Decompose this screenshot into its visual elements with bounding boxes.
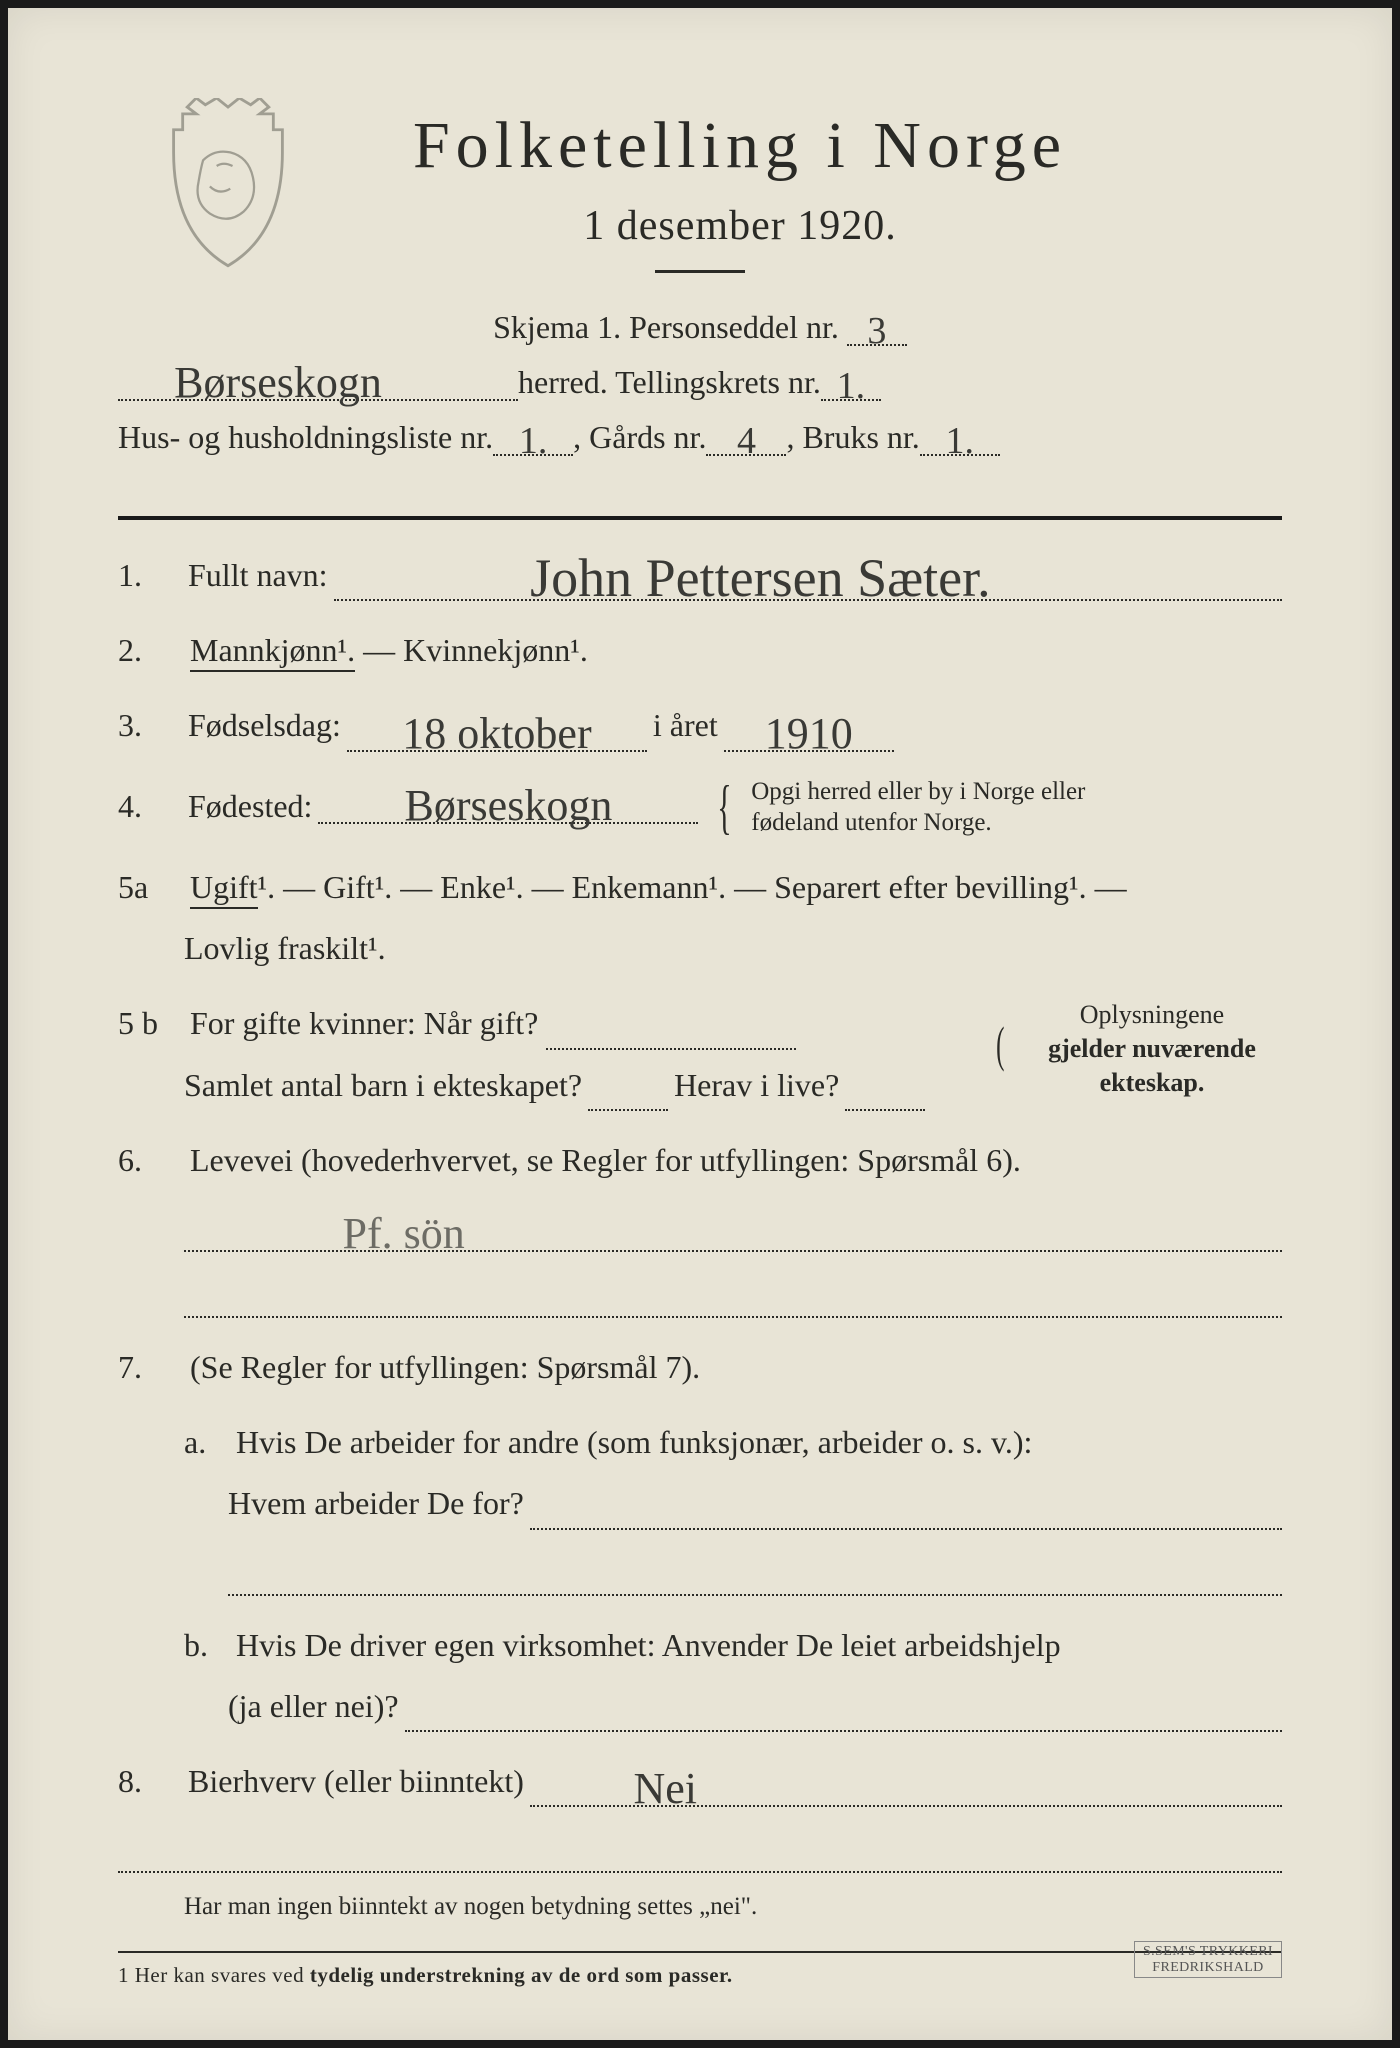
printer-stamp: S.SEM'S TRYKKERI FREDRIKSHALD	[1134, 1941, 1282, 1978]
census-date: 1 desember 1920.	[198, 202, 1282, 250]
personseddel-nr: 3	[867, 312, 886, 350]
page-title: Folketelling i Norge	[198, 108, 1282, 184]
marital-ugift-selected: Ugift	[190, 869, 258, 909]
q1-full-name: 1. Fullt navn: John Pettersen Sæter.	[118, 550, 1282, 601]
q5a-line2: Lovlig fraskilt¹.	[184, 923, 1282, 974]
schema-label: Skjema 1. Personseddel nr.	[493, 309, 839, 345]
footnote-underline: 1 Her kan svares ved tydelig understrekn…	[118, 1963, 1282, 1988]
hushold-label: Hus- og husholdningsliste nr.	[118, 419, 493, 456]
birth-day: 18 oktober	[402, 712, 591, 756]
title-divider	[655, 270, 745, 273]
q7a: a. Hvis De arbeider for andre (som funks…	[184, 1417, 1282, 1468]
footnote-nei: Har man ingen biinntekt av nogen betydni…	[184, 1893, 1282, 1921]
full-name-value: John Pettersen Sæter.	[530, 551, 990, 605]
section-divider	[118, 516, 1282, 520]
bruks-nr: 1.	[946, 422, 975, 460]
hus-line: Hus- og husholdningsliste nr. 1. , Gårds…	[118, 419, 1282, 456]
herred-line: Børseskogn herred. Tellingskrets nr. 1.	[118, 364, 1282, 401]
herred-label: herred. Tellingskrets nr.	[518, 364, 821, 401]
bruks-label: , Bruks nr.	[786, 419, 919, 456]
schema-line: Skjema 1. Personseddel nr. 3	[118, 309, 1282, 346]
gards-nr: 4	[737, 422, 756, 460]
hushold-nr: 1.	[519, 422, 548, 460]
bierhverv-value: Nei	[633, 1767, 697, 1811]
tellingskrets-nr: 1.	[837, 367, 866, 405]
census-form-page: Folketelling i Norge 1 desember 1920. Sk…	[0, 0, 1400, 2048]
birthplace-value: Børseskogn	[405, 784, 613, 828]
header: Folketelling i Norge 1 desember 1920. Sk…	[118, 108, 1282, 456]
q5b-line2: Samlet antal barn i ekteskapet? Herav i …	[184, 1060, 1282, 1111]
q4-birthplace: 4. Fødested: Børseskogn { Opgi herred el…	[118, 776, 1282, 839]
birth-year: 1910	[765, 712, 853, 756]
q6-occupation: 6. Levevei (hovederhvervet, se Regler fo…	[118, 1135, 1282, 1186]
gards-label: , Gårds nr.	[573, 419, 706, 456]
herred-value: Børseskogn	[174, 361, 382, 405]
q5a-marital: 5a Ugift¹. — Gift¹. — Enke¹. — Enkemann¹…	[118, 862, 1282, 913]
q2-gender: 2. Mannkjønn¹. — Kvinnekjønn¹.	[118, 625, 1282, 676]
q8-bierhverv: 8. Bierhverv (eller biinntekt) Nei	[118, 1756, 1282, 1807]
q5b-married-women: 5 b For gifte kvinner: Når gift? ( Oplys…	[118, 998, 1282, 1049]
q7b: b. Hvis De driver egen virksomhet: Anven…	[184, 1620, 1282, 1671]
brace-icon: {	[718, 792, 732, 822]
footer-divider	[118, 1951, 1282, 1953]
q3-birthdate: 3. Fødselsdag: 18 oktober i året 1910	[118, 700, 1282, 751]
gender-male-selected: Mannkjønn¹.	[190, 632, 355, 672]
occupation-value: Pf. sön	[342, 1212, 464, 1256]
q7: 7. (Se Regler for utfyllingen: Spørsmål …	[118, 1342, 1282, 1393]
coat-of-arms-icon	[158, 98, 298, 268]
q4-instruction: Opgi herred eller by i Norge eller fødel…	[751, 776, 1091, 839]
